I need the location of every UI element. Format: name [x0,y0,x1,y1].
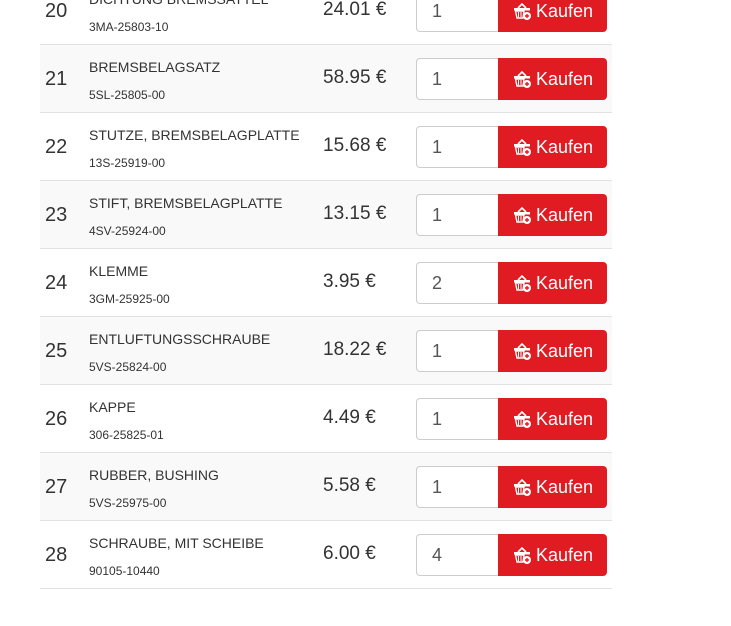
basket-add-icon [513,274,531,292]
part-number: 3GM-25925-00 [89,292,170,306]
basket-add-icon [513,478,531,496]
price: 6.00 € [323,543,376,564]
part-number: 3MA-25803-10 [89,20,169,34]
part-name: BREMSBELAGSATZ [89,59,221,75]
price: 15.68 € [323,135,387,156]
basket-add-icon [513,138,531,156]
table-row: 26 KAPPE 306-25825-01 4.49 € Kaufen [40,385,612,453]
basket-add-icon [513,70,531,88]
part-name: STIFT, BREMSBELAGPLATTE [89,195,283,211]
position-number: 20 [45,0,68,22]
basket-add-icon [513,2,531,20]
buy-button[interactable]: Kaufen [498,398,607,440]
part-number: 5VS-25824-00 [89,360,167,374]
part-number: 5VS-25975-00 [89,496,167,510]
position-number: 26 [45,408,68,430]
position-number: 22 [45,136,68,158]
parts-table: 20 DICHTUNG BREMSSATTEL 3MA-25803-10 24.… [40,0,612,589]
quantity-input[interactable] [416,262,498,304]
buy-button[interactable]: Kaufen [498,330,607,372]
quantity-input[interactable] [416,534,498,576]
quantity-input[interactable] [416,398,498,440]
part-name: KLEMME [89,263,149,279]
price: 5.58 € [323,475,376,496]
basket-add-icon [513,342,531,360]
part-number: 306-25825-01 [89,428,164,442]
buy-label: Kaufen [535,136,594,157]
price: 18.22 € [323,339,387,360]
basket-add-icon [513,410,531,428]
buy-label: Kaufen [535,272,594,293]
part-name: RUBBER, BUSHING [89,467,219,483]
table-row: 20 DICHTUNG BREMSSATTEL 3MA-25803-10 24.… [40,0,612,45]
part-number: 4SV-25924-00 [89,224,166,238]
quantity-input[interactable] [416,58,498,100]
position-number: 21 [45,68,68,90]
buy-button[interactable]: Kaufen [498,194,607,236]
table-row: 22 STUTZE, BREMSBELAGPLATTE 13S-25919-00… [40,113,612,181]
price: 4.49 € [323,407,376,428]
buy-button[interactable]: Kaufen [498,126,607,168]
quantity-input[interactable] [416,0,498,32]
table-row: 23 STIFT, BREMSBELAGPLATTE 4SV-25924-00 … [40,181,612,249]
buy-button[interactable]: Kaufen [498,0,607,32]
buy-label: Kaufen [535,408,594,429]
position-number: 24 [45,272,68,294]
buy-label: Kaufen [535,544,594,565]
buy-label: Kaufen [535,204,594,225]
part-name: ENTLUFTUNGSSCHRAUBE [89,331,271,347]
buy-label: Kaufen [535,0,594,21]
table-row: 28 SCHRAUBE, MIT SCHEIBE 90105-10440 6.0… [40,521,612,589]
buy-button[interactable]: Kaufen [498,58,607,100]
part-number: 90105-10440 [89,564,160,578]
part-name: SCHRAUBE, MIT SCHEIBE [89,535,264,551]
table-row: 21 BREMSBELAGSATZ 5SL-25805-00 58.95 € K… [40,45,612,113]
price: 58.95 € [323,67,387,88]
buy-button[interactable]: Kaufen [498,534,607,576]
buy-label: Kaufen [535,340,594,361]
position-number: 27 [45,476,68,498]
table-row: 25 ENTLUFTUNGSSCHRAUBE 5VS-25824-00 18.2… [40,317,612,385]
table-row: 24 KLEMME 3GM-25925-00 3.95 € Kaufen [40,249,612,317]
buy-label: Kaufen [535,68,594,89]
basket-add-icon [513,546,531,564]
quantity-input[interactable] [416,466,498,508]
part-number: 5SL-25805-00 [89,88,166,102]
part-name: DICHTUNG BREMSSATTEL [89,0,268,7]
position-number: 28 [45,544,68,566]
position-number: 25 [45,340,68,362]
part-name: KAPPE [89,399,136,415]
price: 3.95 € [323,271,376,292]
price: 24.01 € [323,0,387,20]
part-name: STUTZE, BREMSBELAGPLATTE [89,127,300,143]
basket-add-icon [513,206,531,224]
buy-button[interactable]: Kaufen [498,262,607,304]
buy-label: Kaufen [535,476,594,497]
table-row: 27 RUBBER, BUSHING 5VS-25975-00 5.58 € K… [40,453,612,521]
part-number: 13S-25919-00 [89,156,166,170]
quantity-input[interactable] [416,194,498,236]
price: 13.15 € [323,203,387,224]
quantity-input[interactable] [416,126,498,168]
quantity-input[interactable] [416,330,498,372]
buy-button[interactable]: Kaufen [498,466,607,508]
position-number: 23 [45,204,68,226]
